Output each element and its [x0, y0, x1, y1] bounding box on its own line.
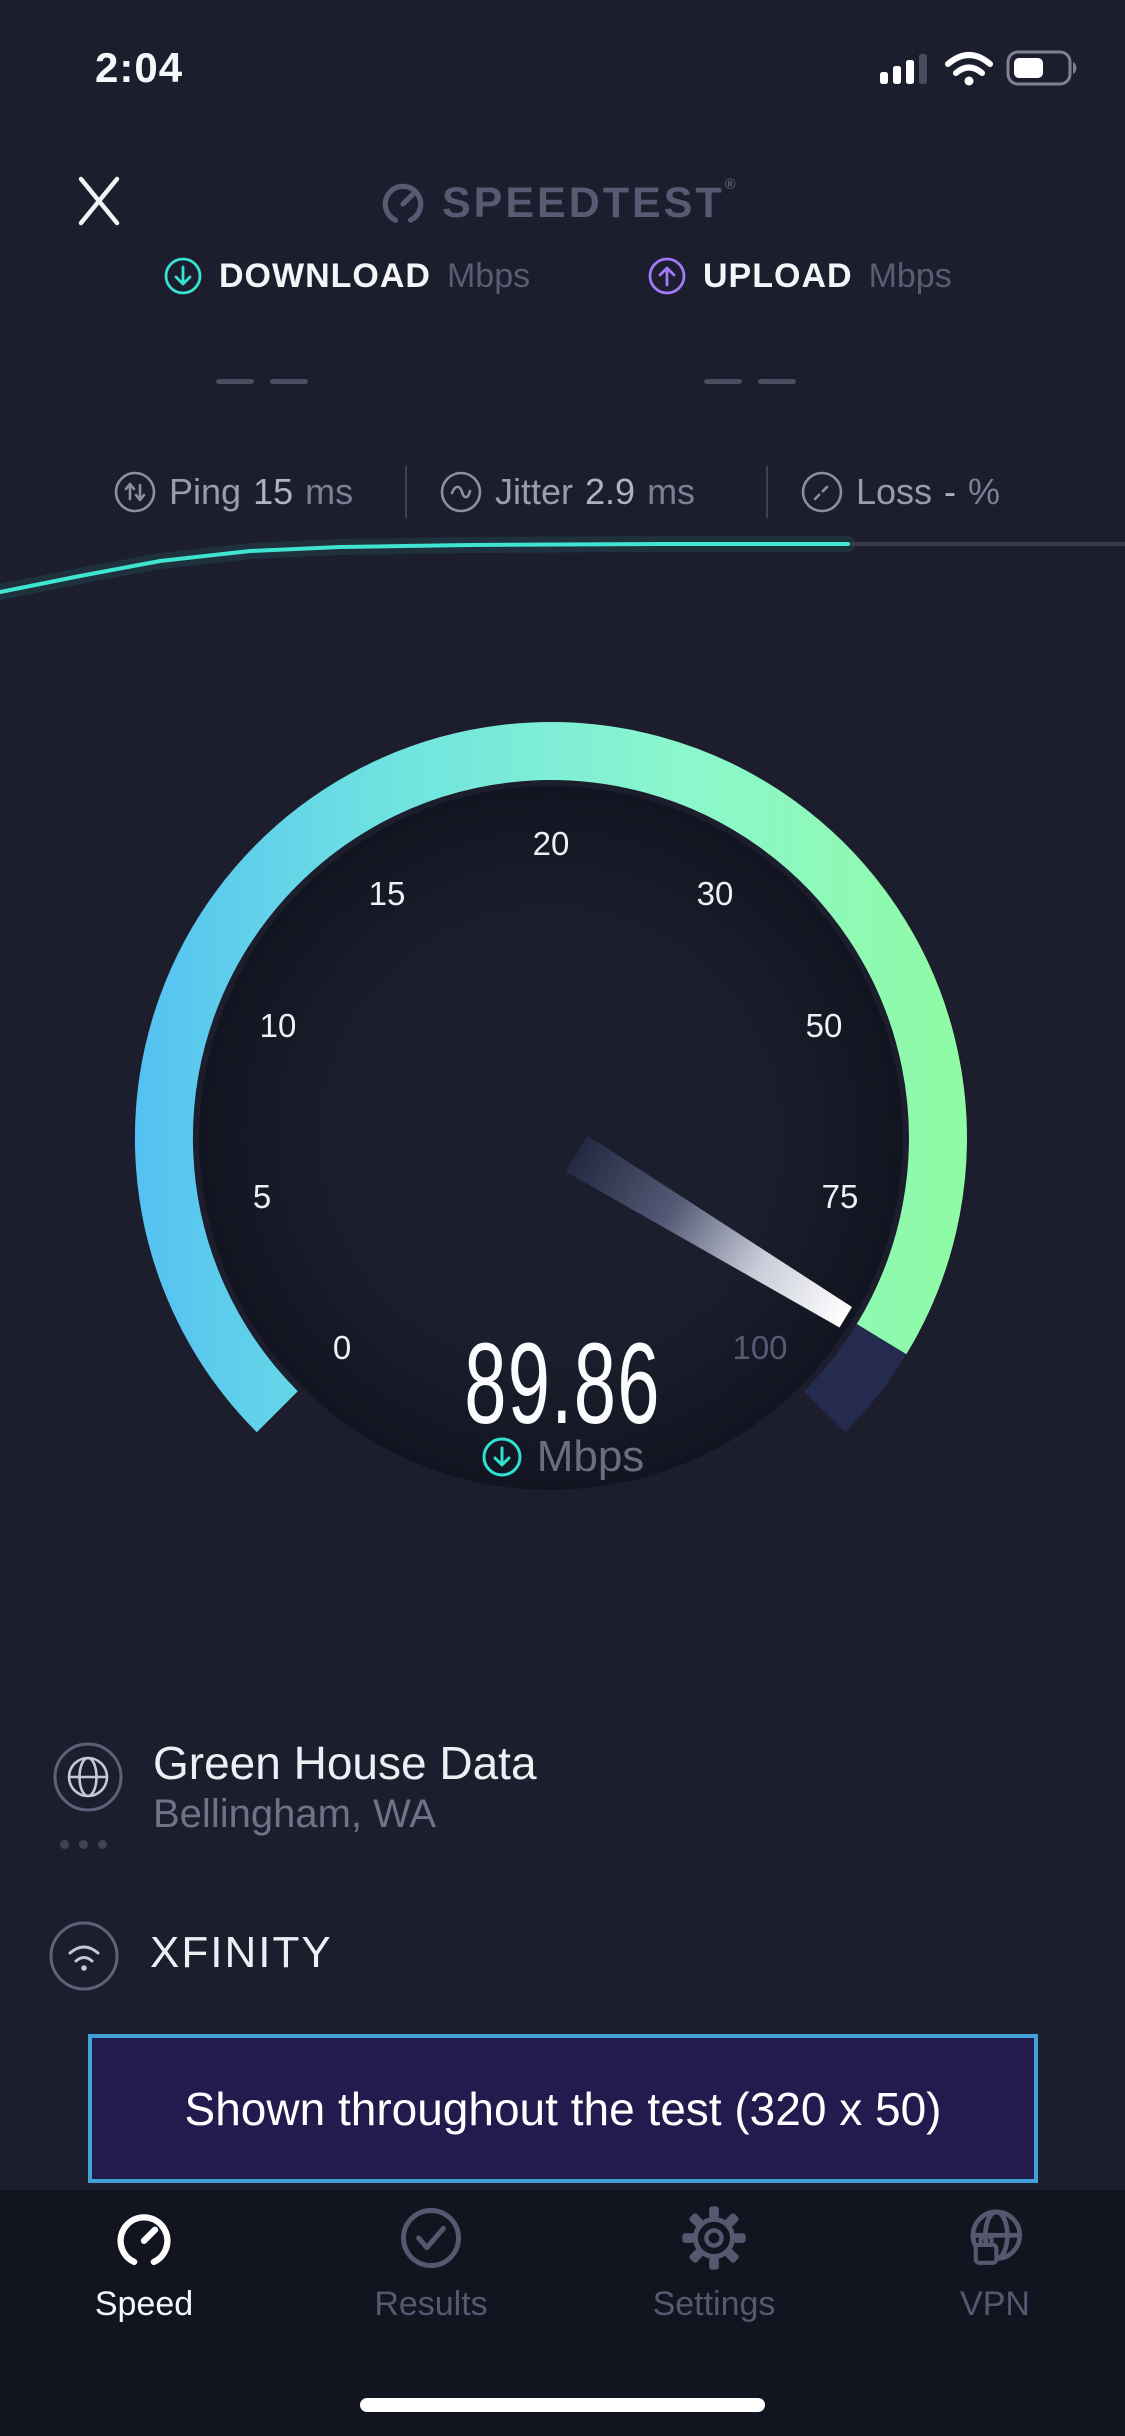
download-unit: Mbps [446, 256, 531, 295]
ping-label: Ping [169, 471, 242, 512]
status-time: 2:04 [95, 44, 184, 91]
gauge-label-50: 50 [806, 1007, 843, 1044]
gauge-label-75: 75 [822, 1178, 859, 1215]
jitter-unit: ms [647, 471, 696, 512]
gauge-label-20: 20 [533, 825, 570, 862]
jitter-value: 2.9 [585, 471, 636, 512]
tab-vpn[interactable]: VPN [885, 2205, 1105, 2324]
settings-gear-icon [682, 2206, 746, 2270]
status-icons [880, 50, 1077, 86]
ping-stat: Ping 15 ms [113, 468, 353, 516]
upload-metric-header: UPLOAD Mbps [647, 256, 952, 296]
globe-icon [53, 1742, 123, 1812]
lock-icon [973, 2233, 999, 2265]
loss-label: Loss [856, 471, 933, 512]
home-indicator[interactable] [360, 2398, 765, 2412]
upload-arrow-icon [648, 257, 686, 295]
jitter-label: Jitter [495, 471, 574, 512]
close-button[interactable] [72, 174, 126, 228]
ping-unit: ms [305, 471, 354, 512]
upload-label: UPLOAD [703, 256, 853, 295]
jitter-stat: Jitter 2.9 ms [439, 468, 695, 516]
download-label: DOWNLOAD [219, 256, 431, 295]
download-arrow-icon [482, 1437, 522, 1477]
speedtest-logo-icon [382, 183, 424, 223]
tab-settings[interactable]: Settings [604, 2205, 824, 2324]
cellular-signal-icon [880, 54, 927, 84]
stats-separator [766, 466, 768, 518]
ad-banner[interactable]: Shown throughout the test (320 x 50) [88, 2034, 1038, 2183]
speed-sparkline [0, 536, 1125, 600]
speed-gauge-icon [117, 2214, 171, 2266]
ad-banner-text: Shown throughout the test (320 x 50) [184, 2082, 942, 2135]
gauge-label-100: 100 [732, 1329, 787, 1366]
server-more-dots [60, 1840, 107, 1849]
tab-settings-label: Settings [652, 2285, 776, 2323]
loss-unit: % [968, 471, 1001, 512]
gauge-inner-shade [199, 786, 903, 1490]
stats-separator [405, 466, 407, 518]
tab-results-label: Results [374, 2285, 488, 2323]
current-speed-unit-row: Mbps [0, 1432, 1125, 1482]
connection-name: XFINITY [150, 1928, 333, 1977]
close-icon [78, 176, 120, 226]
ping-icon [114, 471, 156, 513]
tab-bar [0, 2190, 1125, 2436]
upload-unit: Mbps [868, 256, 952, 295]
battery-icon [1006, 50, 1077, 86]
speedtest-logo: SPEEDTEST® [378, 176, 739, 228]
server-name: Green House Data [153, 1737, 537, 1789]
loss-value: - [944, 471, 957, 512]
gauge-arc-progress [134, 722, 967, 1433]
current-speed-value: 89.86 [464, 1320, 661, 1448]
speed-gauge: 0 5 10 15 20 30 50 75 100 [134, 722, 967, 1490]
tab-speed-label: Speed [94, 2285, 194, 2323]
loss-icon [801, 471, 843, 513]
registered-mark: ® [724, 176, 739, 193]
jitter-icon [440, 471, 482, 513]
logo-wordmark: SPEEDTEST® [442, 176, 739, 227]
gauge-arc-remainder [803, 1323, 907, 1433]
gauge-label-0: 0 [333, 1329, 351, 1366]
loss-stat: Loss - % [800, 468, 1000, 516]
gauge-label-30: 30 [697, 875, 734, 912]
gauge-label-5: 5 [253, 1178, 271, 1215]
gauge-label-15: 15 [369, 875, 406, 912]
ping-value: 15 [253, 471, 294, 512]
download-metric-header: DOWNLOAD Mbps [163, 256, 530, 296]
download-arrow-icon [164, 257, 202, 295]
results-check-icon [401, 2208, 461, 2268]
server-location: Bellingham, WA [153, 1792, 437, 1836]
wifi-icon [945, 52, 993, 86]
current-speed-unit: Mbps [536, 1432, 645, 1481]
tab-speed[interactable]: Speed [34, 2205, 254, 2324]
gauge-scale-labels: 0 5 10 15 20 30 50 75 100 [253, 825, 859, 1366]
gauge-label-10: 10 [260, 1007, 297, 1044]
tab-vpn-label: VPN [960, 2285, 1030, 2323]
gauge-needle [565, 1135, 852, 1328]
vpn-globe-lock-icon [970, 2209, 1023, 2265]
wifi-connection-icon [49, 1921, 119, 1991]
tab-results[interactable]: Results [321, 2205, 541, 2324]
